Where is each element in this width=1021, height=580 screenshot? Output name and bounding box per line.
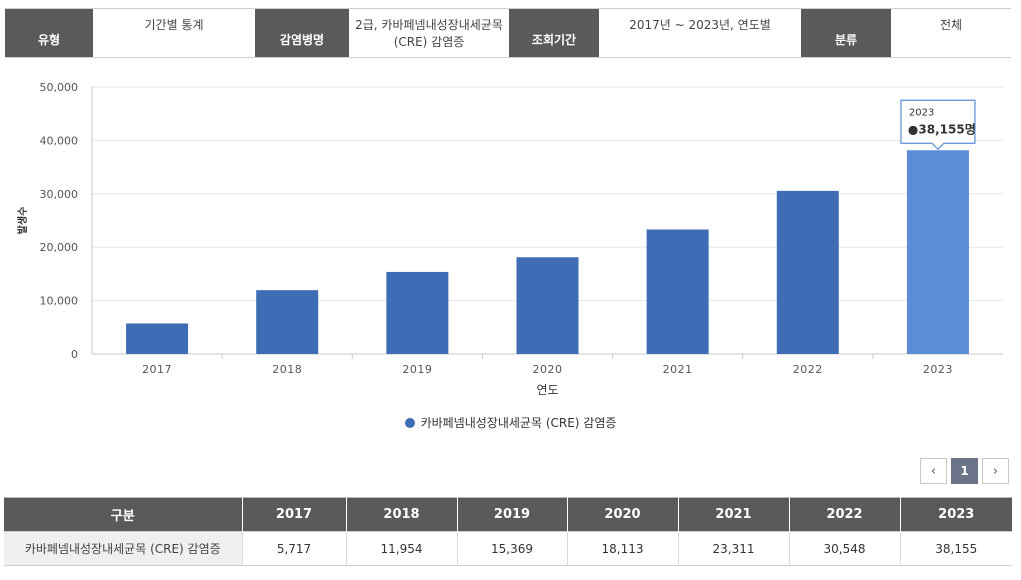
- bar-chart: 0 10,000 20,000 30,000 40,000 50,000 2017 2018 2…: [16, 81, 1003, 397]
- pagination: ‹ 1 ›: [920, 458, 1009, 484]
- table-row: 카바페넴내성장내세균목 (CRE) 감염증 5,717 11,954 15,36…: [4, 531, 1012, 566]
- y-tick-label: 20,000: [40, 241, 79, 254]
- y-tick-label: 30,000: [40, 188, 79, 201]
- table-header-year: 2019: [457, 497, 568, 532]
- legend-marker: [404, 418, 415, 428]
- x-tick-label: 2020: [533, 363, 563, 376]
- next-page-button[interactable]: ›: [982, 458, 1009, 484]
- y-tick-label: 10,000: [40, 295, 79, 308]
- filter-label-type: 유형: [5, 9, 93, 57]
- x-tick-label: 2022: [793, 363, 823, 376]
- x-tick-label: 2019: [402, 363, 432, 376]
- table-cell: 5,717: [242, 531, 347, 566]
- filter-label-category: 분류: [801, 9, 891, 57]
- table-header-category: 구분: [4, 497, 243, 532]
- table-row-label: 카바페넴내성장내세균목 (CRE) 감염증: [4, 531, 243, 566]
- bar-2017: [126, 323, 189, 354]
- x-tick-label: 2017: [142, 363, 172, 376]
- filter-label-disease: 감염병명: [255, 9, 349, 57]
- y-tick-label: 40,000: [40, 134, 79, 147]
- x-tick-label: 2021: [663, 363, 693, 376]
- filter-bar: 유형 기간별 통계 감염병명 2급, 카바페넴내성장내세균목 (CRE) 감염증…: [5, 8, 1011, 58]
- bar-2022: [776, 190, 839, 354]
- table-cell: 18,113: [567, 531, 679, 566]
- filter-value-category: 전체: [891, 9, 1011, 57]
- table-header-year: 2023: [900, 497, 1012, 532]
- table-cell: 11,954: [346, 531, 458, 566]
- table-header-year: 2021: [678, 497, 790, 532]
- chart-legend[interactable]: 카바페넴내성장내세균목 (CRE) 감염증: [0, 414, 1021, 431]
- y-tick-label: 50,000: [40, 81, 79, 94]
- table-cell: 30,548: [789, 531, 901, 566]
- y-tick-label: 0: [71, 348, 78, 361]
- chart-area: 0 10,000 20,000 30,000 40,000 50,000 2017 2018 2…: [0, 60, 1021, 450]
- page-1-button[interactable]: 1: [951, 458, 978, 484]
- x-axis-title: 연도: [536, 383, 558, 397]
- bar-2018: [256, 290, 319, 354]
- table-header-year: 2022: [789, 497, 901, 532]
- legend-label: 카바페넴내성장내세균목 (CRE) 감염증: [420, 416, 617, 430]
- table-cell: 23,311: [678, 531, 790, 566]
- x-tick-label: 2023: [923, 363, 953, 376]
- table-header-year: 2018: [346, 497, 458, 532]
- table-header-row: 구분 2017 2018 2019 2020 2021 2022 2023: [4, 497, 1012, 532]
- table-header-year: 2017: [242, 497, 347, 532]
- bar-2019: [386, 271, 449, 354]
- table-cell: 15,369: [457, 531, 568, 566]
- table-header-year: 2020: [567, 497, 679, 532]
- data-table: 구분 2017 2018 2019 2020 2021 2022 2023 카바…: [4, 497, 1012, 566]
- bar-2023: [906, 150, 969, 354]
- bar-2021: [646, 229, 709, 354]
- table-cell: 38,155: [900, 531, 1012, 566]
- x-tick-label: 2018: [272, 363, 302, 376]
- tooltip-value: ●38,155명: [908, 122, 976, 136]
- bar-2020: [516, 257, 579, 354]
- y-axis-title: 발생수: [16, 207, 29, 235]
- tooltip-title: 2023: [909, 107, 934, 118]
- filter-value-period: 2017년 ~ 2023년, 연도별: [599, 9, 801, 57]
- filter-value-type: 기간별 통계: [93, 9, 255, 57]
- prev-page-button[interactable]: ‹: [920, 458, 947, 484]
- tooltip-box: [900, 99, 976, 151]
- filter-value-disease: 2급, 카바페넴내성장내세균목 (CRE) 감염증: [349, 9, 509, 57]
- filter-label-period: 조회기간: [509, 9, 599, 57]
